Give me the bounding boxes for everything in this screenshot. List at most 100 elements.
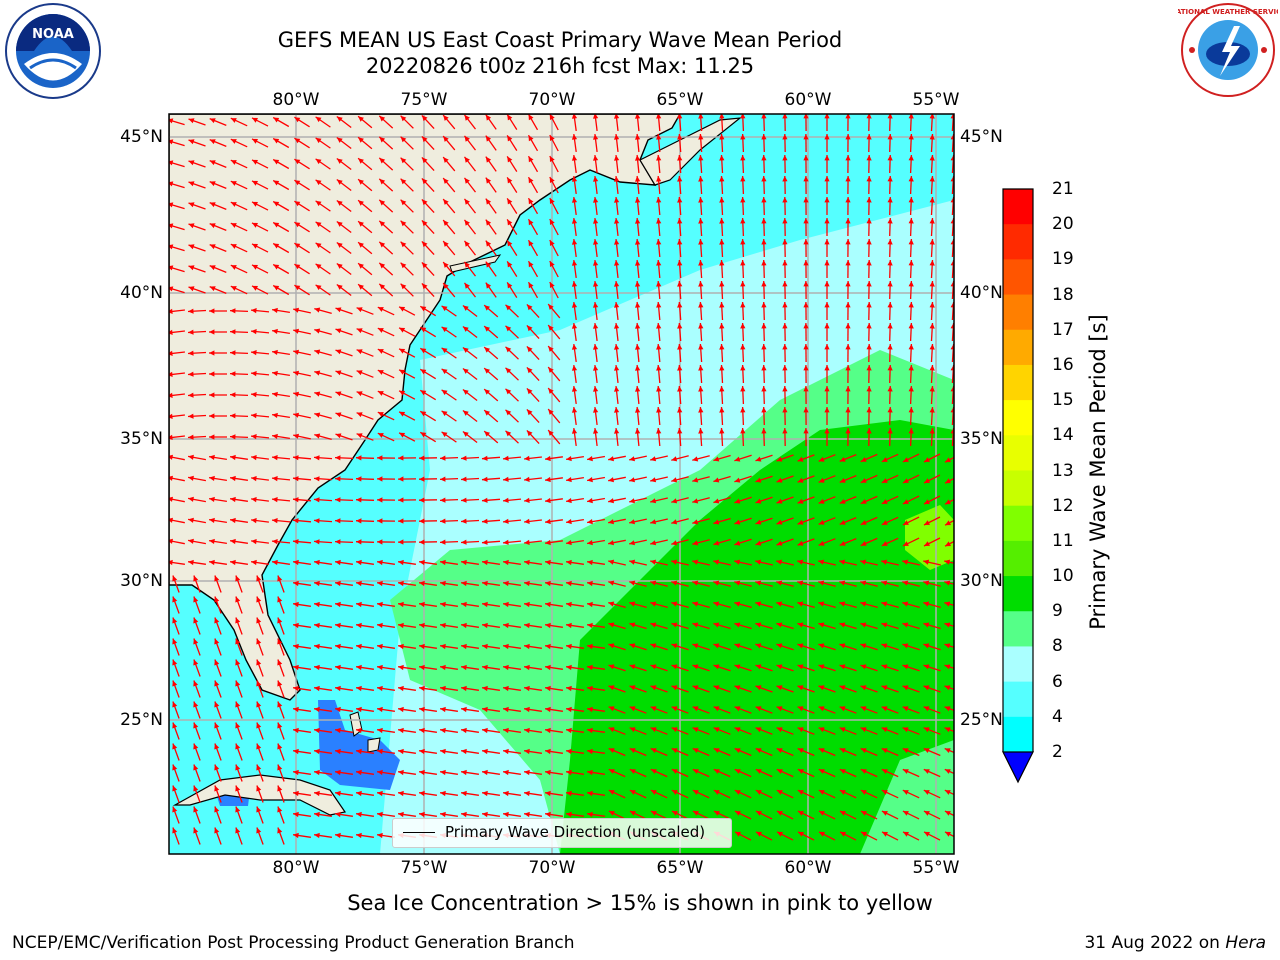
wave-direction-arrowhead [273, 117, 280, 123]
wave-direction-arrowhead [482, 769, 488, 776]
wave-direction-arrowhead [924, 499, 930, 504]
wave-direction-arrowhead [677, 239, 683, 245]
wave-direction-arrowhead [566, 519, 572, 525]
wave-direction-arrowhead [545, 706, 551, 713]
wave-direction-arrowhead [507, 135, 513, 142]
wave-direction-arrowhead [277, 806, 283, 813]
wave-direction-arrowhead [503, 769, 509, 776]
wave-direction-arrowhead [593, 344, 599, 350]
wave-direction-arrowhead [440, 518, 446, 524]
wave-direction-arrowhead [335, 412, 342, 418]
wave-direction-arrowhead [782, 302, 788, 308]
wave-direction-arrowhead [566, 790, 572, 797]
wave-direction-arrowhead [272, 307, 278, 313]
wave-direction-arrowhead [443, 241, 449, 247]
wave-direction-arrowhead [593, 197, 599, 203]
wave-direction-arrowhead [635, 302, 641, 308]
wave-direction-arrowhead [503, 811, 509, 818]
wave-direction-arrowhead [908, 365, 914, 371]
wave-direction-arrowhead [887, 260, 893, 266]
wave-direction-arrowhead [571, 323, 578, 329]
wave-direction-arrowhead [671, 748, 678, 753]
wave-direction-arrowhead [887, 155, 893, 161]
wave-direction-arrowhead [315, 242, 322, 249]
wave-direction-arrowhead [273, 159, 280, 165]
wave-direction-arrowhead [314, 433, 321, 439]
wave-direction-arrowhead [251, 392, 257, 398]
wave-direction-arrowhead [566, 811, 572, 818]
wave-direction-arrowhead [761, 176, 767, 182]
wave-direction-arrowhead [193, 680, 199, 687]
wave-direction-arrowhead [818, 456, 825, 462]
wave-direction-arrowhead [671, 664, 678, 670]
wave-direction-arrowhead [839, 748, 846, 753]
wave-direction-arrowhead [252, 264, 258, 270]
wave-direction-arrowhead [293, 643, 299, 650]
wave-direction-arrowhead [461, 559, 467, 566]
wave-direction-arrowhead [593, 302, 599, 308]
legend-label: Primary Wave Direction (unscaled) [445, 823, 706, 841]
wave-direction-arrowhead [399, 432, 406, 438]
wave-direction-arrowhead [587, 727, 593, 734]
wave-direction-arrowhead [314, 601, 320, 608]
wave-direction-arrowhead [924, 831, 930, 837]
wave-direction-arrowhead [803, 114, 809, 119]
wave-direction-arrowhead [929, 386, 935, 392]
wave-direction-arrowhead [398, 790, 404, 797]
wave-direction-arrowhead [277, 575, 283, 582]
wave-direction-arrowhead [776, 727, 783, 733]
wave-direction-arrowhead [505, 304, 512, 311]
wave-direction-arrowhead [945, 541, 951, 547]
wave-direction-arrowhead [482, 580, 488, 587]
wave-direction-arrowhead [818, 811, 825, 816]
colorbar-label: Primary Wave Mean Period [s] [1086, 314, 1110, 630]
wave-direction-arrowhead [566, 559, 572, 566]
wave-direction-arrowhead [755, 456, 762, 462]
wave-direction-arrowhead [252, 180, 258, 186]
wave-direction-arrowhead [734, 664, 741, 670]
wave-direction-arrowhead [273, 243, 280, 249]
wave-direction-arrowhead [188, 350, 194, 356]
wave-direction-arrowhead [692, 685, 699, 691]
wave-direction-arrowhead [524, 706, 530, 713]
wave-direction-arrowhead [335, 455, 341, 461]
wave-direction-arrowhead [950, 197, 954, 203]
wave-direction-arrowhead [503, 518, 509, 524]
wave-direction-arrowhead [776, 622, 783, 628]
wave-direction-arrowhead [740, 197, 746, 203]
date-text: 31 Aug 2022 on [1084, 933, 1220, 953]
wave-direction-arrowhead [505, 346, 512, 353]
wave-direction-arrowhead [776, 706, 783, 712]
wave-direction-arrowhead [214, 827, 220, 834]
wave-direction-arrowhead [671, 790, 678, 795]
wave-direction-arrowhead [461, 643, 467, 650]
wave-direction-arrowhead [866, 407, 872, 413]
wave-direction-arrowhead [839, 811, 846, 816]
wave-direction-arrowhead [803, 176, 809, 182]
wave-direction-arrowhead [839, 541, 846, 546]
wave-direction-arrowhead [698, 344, 704, 350]
wave-direction-arrowhead [929, 281, 935, 287]
wave-direction-arrowhead [866, 239, 872, 245]
wave-direction-arrowhead [419, 643, 425, 650]
wave-direction-arrowhead [314, 328, 321, 334]
wave-direction-arrowhead [713, 664, 720, 670]
wave-direction-arrowhead [671, 643, 678, 649]
wave-direction-arrowhead [169, 413, 173, 419]
wave-direction-arrowhead [845, 155, 851, 161]
wave-direction-arrowhead [293, 328, 299, 334]
wave-direction-arrowhead [677, 218, 683, 224]
wave-direction-arrowhead [950, 407, 954, 413]
wave-direction-arrowhead [839, 580, 846, 586]
wave-direction-arrowhead [902, 685, 909, 691]
wave-direction-arrowhead [902, 457, 909, 462]
wave-direction-arrowhead [169, 308, 173, 314]
wave-direction-arrowhead [735, 831, 741, 837]
wave-direction-arrowhead [860, 790, 867, 795]
wave-direction-arrowhead [356, 328, 363, 334]
wave-direction-arrowhead [944, 622, 951, 628]
lat-tick-right: 45°N [960, 127, 1003, 147]
wave-direction-arrowhead [336, 158, 343, 164]
wave-direction-arrowhead [845, 365, 851, 371]
wave-direction-arrowhead [235, 659, 241, 666]
